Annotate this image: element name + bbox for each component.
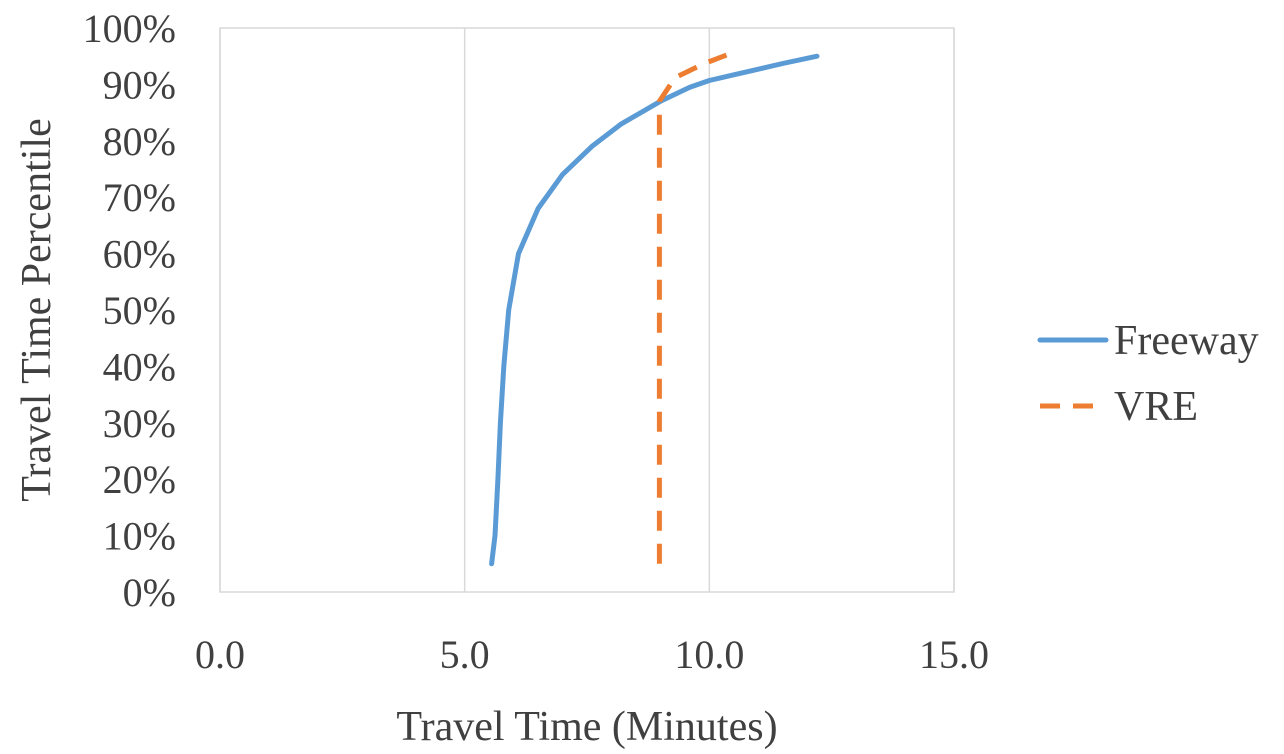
y-tick-label: 10% — [103, 514, 176, 559]
y-tick-label: 60% — [103, 232, 176, 277]
y-tick-label: 80% — [103, 119, 176, 164]
plot-area-frame — [219, 27, 955, 593]
y-tick-label: 40% — [103, 344, 176, 389]
y-tick-label: 20% — [103, 457, 176, 502]
y-tick-label: 0% — [123, 570, 176, 615]
y-tick-label: 30% — [103, 401, 176, 446]
y-axis-title: Travel Time Percentile — [14, 118, 60, 501]
legend: Freeway VRE — [1037, 318, 1259, 430]
x-axis-title: Travel Time (Minutes) — [396, 704, 777, 750]
y-tick-label: 100% — [83, 6, 176, 51]
x-tick-label: 10.0 — [674, 632, 744, 677]
y-tick-label: 90% — [103, 62, 176, 107]
y-axis-ticks: 0% 10% 20% 30% 40% 50% 60% 70% 80% 90% 100% — [83, 6, 176, 615]
x-tick-label: 15.0 — [919, 632, 989, 677]
legend-label-freeway: Freeway — [1114, 318, 1259, 364]
y-tick-label: 70% — [103, 175, 176, 220]
y-tick-label: 50% — [103, 288, 176, 333]
series-line-freeway — [489, 53, 820, 567]
x-tick-label: 0.0 — [195, 632, 245, 677]
x-axis-ticks: 0.0 5.0 10.0 15.0 — [195, 632, 989, 677]
x-tick-label: 5.0 — [440, 632, 490, 677]
series-layer — [489, 52, 820, 567]
series-line-vre — [656, 52, 728, 564]
legend-label-vre: VRE — [1114, 384, 1198, 430]
gridlines — [219, 28, 955, 592]
